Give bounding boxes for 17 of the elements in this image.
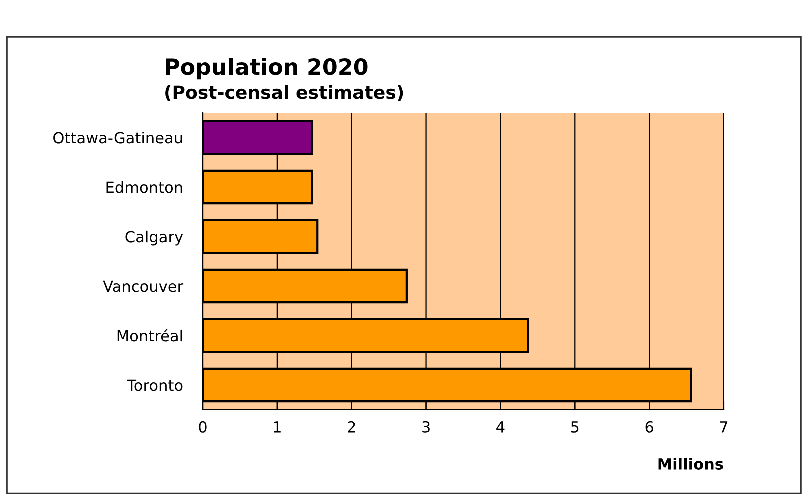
x-axis-title: Millions (658, 458, 724, 470)
y-tick-label: Vancouver (103, 280, 184, 292)
chart-title: Population 2020 (166, 58, 368, 80)
y-tick-label: Edmonton (106, 181, 182, 194)
chart-subtitle: (Post-censal estimates) (166, 85, 404, 102)
x-tick-label: 1 (274, 422, 281, 433)
x-tick-label: 3 (422, 421, 430, 433)
y-tick-label: Toronto (127, 380, 183, 392)
x-tick-label: 4 (496, 422, 505, 433)
y-tick-label: Ottawa-Gatineau (54, 132, 182, 144)
y-tick-label: Montréal (118, 329, 182, 342)
x-tick-label: 6 (646, 421, 654, 433)
x-tick-label: 0 (199, 421, 207, 433)
x-tick-label: 7 (720, 422, 728, 433)
x-tick-label: 2 (348, 421, 356, 433)
x-tick-label: 5 (571, 422, 579, 433)
y-tick-label: Calgary (126, 230, 184, 246)
